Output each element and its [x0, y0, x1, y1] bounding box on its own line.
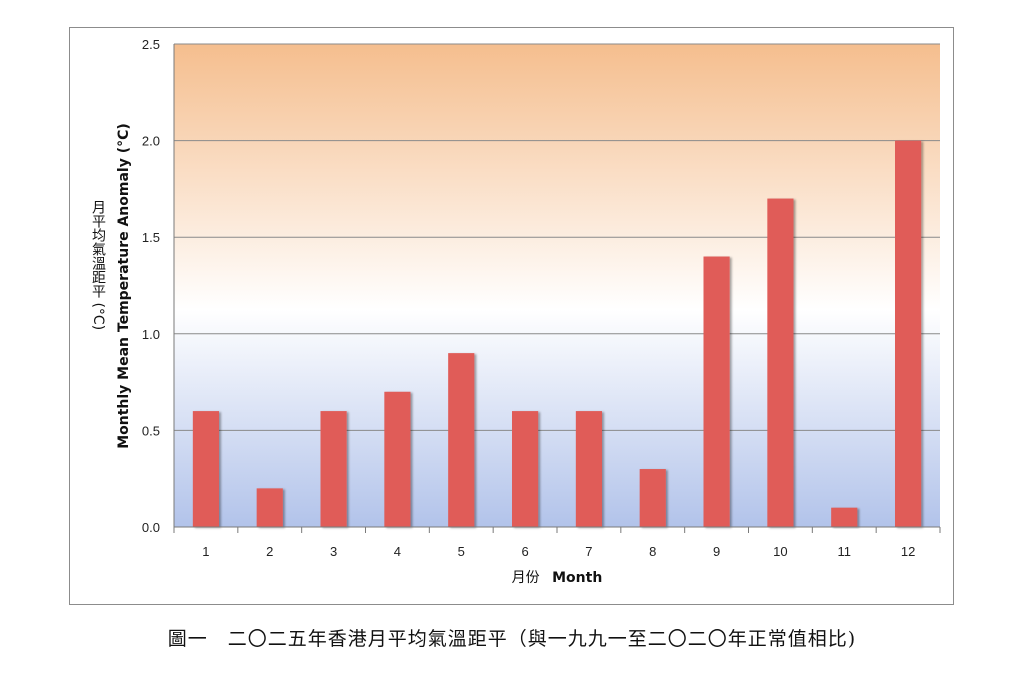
- x-axis-title-en: Month: [552, 570, 602, 586]
- y-axis-title-en: Monthly Mean Temperature Anomaly (°C): [116, 123, 132, 449]
- bar-month-5: [448, 353, 475, 527]
- x-tick-label: 7: [585, 544, 592, 559]
- bar-month-7: [575, 411, 603, 527]
- y-tick-label: 2.5: [142, 37, 160, 52]
- bar-month-6: [511, 411, 539, 527]
- x-tick-label: 6: [521, 544, 528, 559]
- chart-frame: 0.0 0.5 1.0 1.5 2.0 2.5 1 2 3 4 5 6 7 8 9 10 11 12 月份 Mo…: [69, 27, 954, 605]
- bar-month-4: [384, 391, 411, 527]
- bar-month-8: [639, 469, 666, 527]
- bar-month-2: [256, 488, 283, 527]
- bar-chart: 0.00.51.01.52.02.5 1 2 3 4 5 6 7 8 9 10 11 12 月份 Mo…: [90, 37, 941, 586]
- x-tick-label: 9: [713, 544, 720, 559]
- y-tick-label: 0.5: [142, 423, 160, 438]
- y-tick-label: 1.0: [142, 327, 160, 342]
- bar-month-1: [192, 411, 220, 527]
- x-axis-title-zh: 月份: [512, 570, 540, 586]
- x-tick-label: 3: [330, 544, 337, 559]
- x-tick-label: 11: [838, 544, 852, 559]
- x-tick-label: 8: [649, 544, 656, 559]
- y-tick-label: 1.5: [142, 230, 160, 245]
- x-tick-label: 1: [202, 544, 209, 559]
- x-tick-label: 4: [394, 544, 401, 559]
- gridlines: [174, 43, 940, 431]
- y-tick-label: 0.0: [142, 520, 160, 535]
- y-tick-label: 2.0: [142, 134, 160, 149]
- bar-month-9: [703, 256, 730, 527]
- axes: [173, 44, 941, 533]
- x-tick-label: 10: [773, 544, 787, 559]
- plot-area: [174, 44, 940, 527]
- x-tick-label: 12: [901, 544, 915, 559]
- bar-month-3: [320, 411, 347, 527]
- x-axis-title: 月份 Month: [512, 570, 603, 586]
- bar-month-12: [894, 140, 922, 527]
- bars: [192, 140, 922, 527]
- figure-caption: 圖一 二〇二五年香港月平均氣溫距平（與一九九一至二〇二〇年正常值相比): [167, 628, 857, 650]
- y-axis-title-group: 月平均氣溫距平 (°C): [90, 200, 106, 330]
- y-tick-labels: 0.0 0.5 1.0 1.5 2.0 2.5: [142, 37, 160, 535]
- x-tick-label: 5: [458, 544, 465, 559]
- y-axis-title-zh: 月平均氣溫距平 (°C): [90, 200, 106, 330]
- bar-month-11: [831, 507, 858, 527]
- x-tick-label: 2: [266, 544, 273, 559]
- x-tick-labels: 1 2 3 4 5 6 7 8 9 10 11 12: [202, 544, 915, 559]
- bar-month-10: [767, 198, 794, 527]
